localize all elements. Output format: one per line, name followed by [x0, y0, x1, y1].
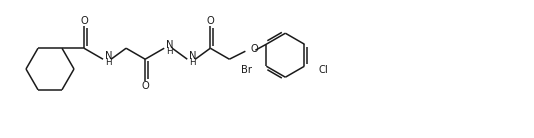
Text: O: O — [250, 44, 258, 54]
Text: H: H — [166, 47, 173, 56]
Text: O: O — [207, 16, 214, 26]
Text: N: N — [105, 51, 113, 61]
Text: H: H — [189, 58, 196, 67]
Text: N: N — [189, 51, 197, 61]
Text: O: O — [80, 16, 88, 26]
Text: O: O — [142, 81, 149, 91]
Text: Br: Br — [241, 65, 253, 75]
Text: N: N — [166, 40, 174, 50]
Text: Cl: Cl — [318, 65, 328, 75]
Text: H: H — [105, 58, 112, 67]
